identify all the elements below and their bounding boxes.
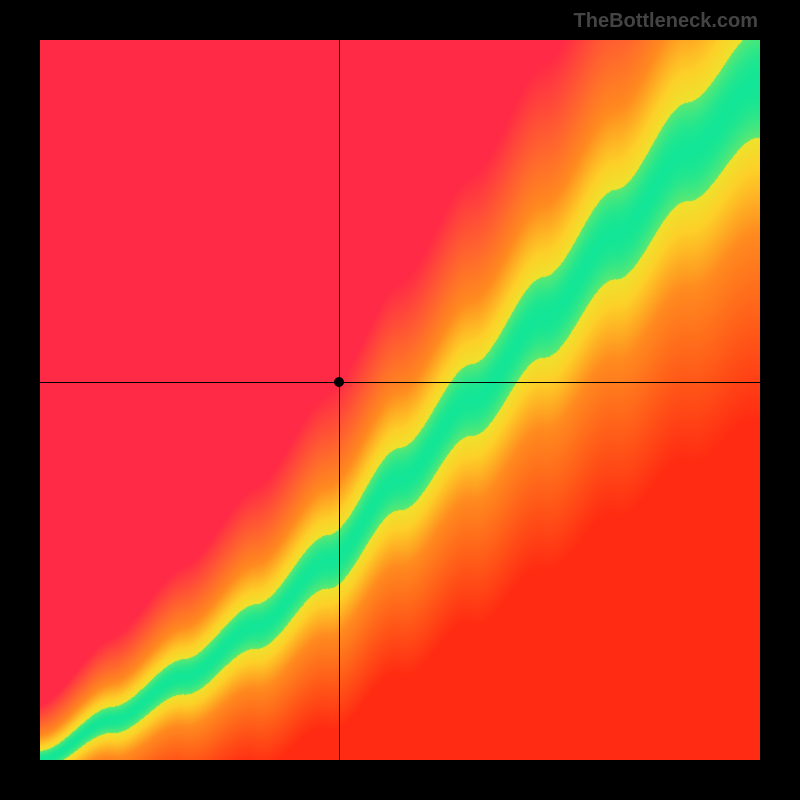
- watermark-text: TheBottleneck.com: [574, 10, 758, 33]
- heatmap-canvas: [40, 40, 760, 760]
- crosshair-horizontal: [40, 382, 760, 383]
- crosshair-vertical: [339, 40, 340, 760]
- crosshair-marker[interactable]: [334, 377, 344, 387]
- heatmap-plot: [40, 40, 760, 760]
